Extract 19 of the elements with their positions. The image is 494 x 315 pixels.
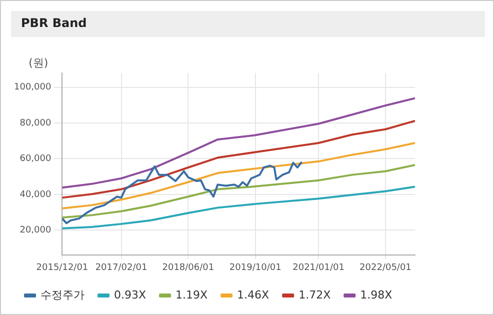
x-tick-label: 2019/10/01: [229, 262, 282, 273]
legend-label: 1.72X: [298, 288, 332, 302]
y-tick-label: 40,000: [20, 190, 52, 200]
chart-title: PBR Band: [21, 16, 87, 30]
legend-label: 1.98X: [360, 288, 393, 302]
x-tick-label: 2018/06/01: [162, 262, 214, 273]
x-tick-label: 2022/05/01: [360, 262, 412, 273]
legend-label: 수정주가: [40, 288, 84, 302]
y-tick-label: 20,000: [20, 226, 52, 236]
y-tick-label: 80,000: [20, 118, 52, 128]
legend-label: 1.19X: [176, 288, 208, 302]
y-tick-label: 60,000: [20, 154, 52, 164]
y-axis-title: (원): [28, 56, 48, 70]
legend-label: 0.93X: [114, 288, 146, 302]
x-tick-label: 2017/02/01: [95, 262, 148, 273]
y-tick-label: 100,000: [14, 82, 52, 93]
x-tick-label: 2015/12/01: [36, 262, 88, 273]
legend-label: 1.46X: [237, 288, 270, 302]
x-tick-label: 2021/01/01: [292, 262, 344, 273]
